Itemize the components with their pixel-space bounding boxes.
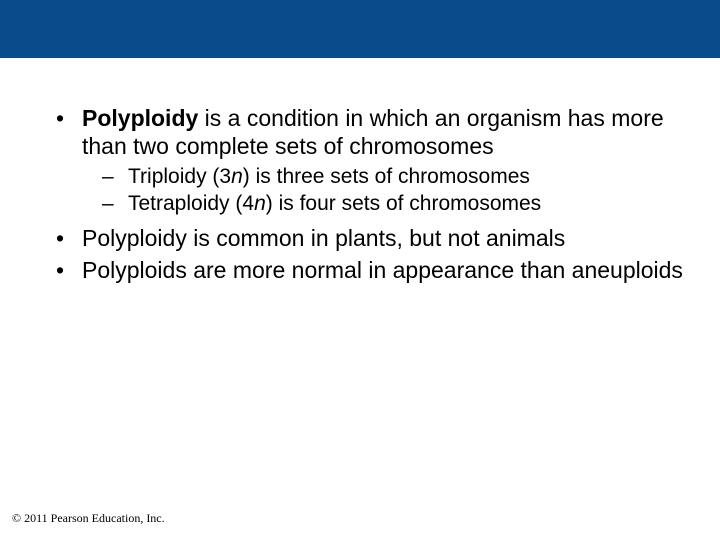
bullet-1: Polyploidy is a condition in which an or… xyxy=(82,104,690,218)
sub1-italic: n xyxy=(231,165,243,188)
bullet-3: Polyploids are more normal in appearance… xyxy=(82,256,690,284)
slide-content: Polyploidy is a condition in which an or… xyxy=(0,58,720,284)
bold-term: Polyploidy xyxy=(82,105,198,131)
sub1-suffix: ) is three sets of chromosomes xyxy=(243,165,530,188)
sub2-suffix: ) is four sets of chromosomes xyxy=(266,192,541,215)
sub2-prefix: Tetraploidy (4 xyxy=(128,192,254,215)
sub1-prefix: Triploidy (3 xyxy=(128,165,231,188)
sub-bullet-2: Tetraploidy (4n) is four sets of chromos… xyxy=(128,191,690,218)
bullet-2: Polyploidy is common in plants, but not … xyxy=(82,224,690,252)
copyright-text: © 2011 Pearson Education, Inc. xyxy=(12,511,165,526)
sub2-italic: n xyxy=(254,192,266,215)
header-bar xyxy=(0,0,720,58)
sub-bullet-1: Triploidy (3n) is three sets of chromoso… xyxy=(128,164,690,191)
